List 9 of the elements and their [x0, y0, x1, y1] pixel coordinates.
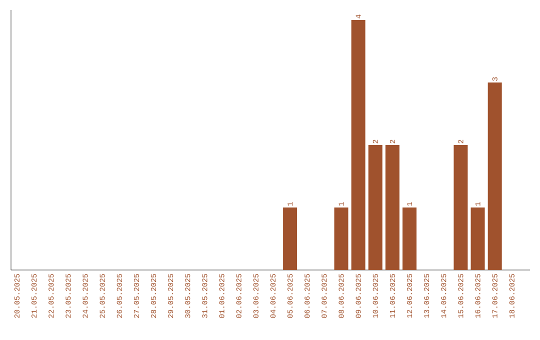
bar	[283, 208, 298, 270]
bar	[488, 82, 502, 270]
bar	[470, 208, 485, 270]
bar	[351, 20, 366, 270]
bar	[368, 144, 382, 270]
bar	[454, 144, 468, 270]
bar	[334, 208, 348, 270]
bar	[402, 208, 417, 270]
bar	[385, 144, 400, 270]
